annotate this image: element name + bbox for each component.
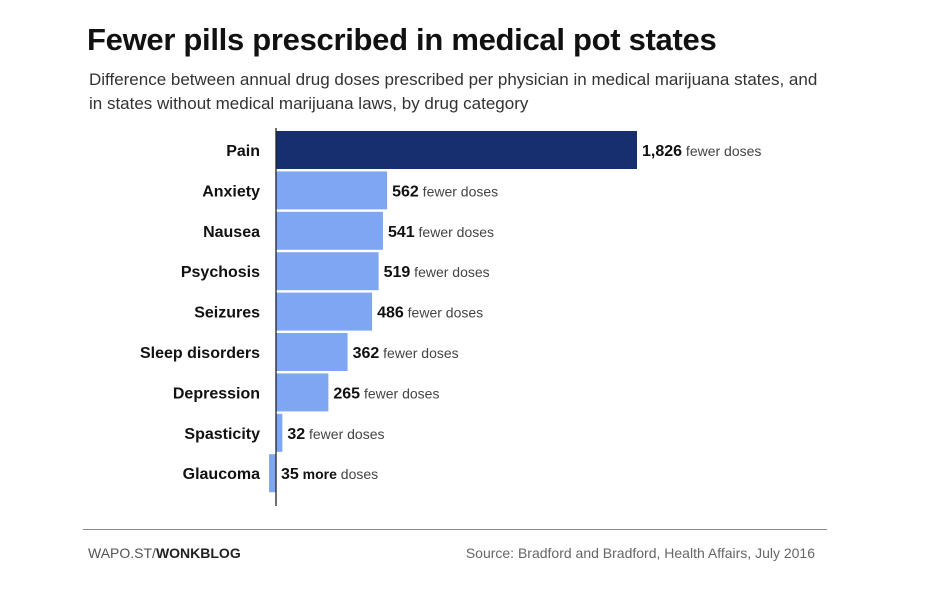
category-label: Pain bbox=[226, 143, 260, 160]
value-number: 32 bbox=[287, 426, 305, 443]
value-suffix: doses bbox=[337, 466, 378, 482]
value-label: 35 more doses bbox=[281, 466, 378, 483]
category-label: Spasticity bbox=[184, 426, 260, 443]
bar-psychosis bbox=[276, 252, 379, 291]
category-label: Nausea bbox=[203, 224, 260, 241]
value-number: 486 bbox=[377, 305, 404, 322]
value-suffix: fewer doses bbox=[682, 143, 761, 159]
category-label: Anxiety bbox=[202, 183, 260, 200]
value-number: 362 bbox=[353, 345, 380, 362]
value-number: 562 bbox=[392, 183, 419, 200]
value-label: 32 fewer doses bbox=[287, 426, 384, 443]
value-number: 1,826 bbox=[642, 143, 682, 160]
value-suffix: fewer doses bbox=[305, 426, 384, 442]
value-suffix: fewer doses bbox=[404, 305, 483, 321]
value-suffix: fewer doses bbox=[415, 224, 494, 240]
value-suffix: fewer doses bbox=[410, 264, 489, 280]
category-label: Seizures bbox=[194, 305, 260, 322]
bar-depression bbox=[276, 373, 329, 412]
value-label: 562 fewer doses bbox=[392, 183, 498, 200]
value-label: 362 fewer doses bbox=[353, 345, 459, 362]
bar-nausea bbox=[276, 211, 383, 250]
bar-spasticity bbox=[276, 413, 283, 452]
category-label: Sleep disorders bbox=[140, 345, 260, 362]
bar-seizures bbox=[276, 292, 373, 331]
chart-subtitle: Difference between annual drug doses pre… bbox=[89, 70, 818, 113]
chart-title: Fewer pills prescribed in medical pot st… bbox=[87, 22, 717, 57]
value-label: 265 fewer doses bbox=[333, 385, 439, 402]
footer-divider bbox=[83, 529, 827, 530]
value-direction: more bbox=[299, 466, 337, 482]
value-label: 519 fewer doses bbox=[384, 264, 490, 281]
value-number: 265 bbox=[333, 385, 360, 402]
value-suffix: fewer doses bbox=[419, 183, 498, 199]
category-label: Depression bbox=[173, 385, 260, 402]
bar-anxiety bbox=[276, 171, 388, 210]
credit: WAPO.ST/WONKBLOG bbox=[88, 545, 241, 561]
bar-glaucoma bbox=[269, 454, 276, 493]
credit-bold: WONKBLOG bbox=[155, 545, 241, 561]
value-label: 1,826 fewer doses bbox=[642, 143, 761, 160]
credit-prefix: WAPO.ST/ bbox=[88, 545, 156, 561]
value-number: 519 bbox=[384, 264, 411, 281]
value-number: 35 bbox=[281, 466, 299, 483]
value-label: 541 fewer doses bbox=[388, 224, 494, 241]
value-suffix: fewer doses bbox=[379, 345, 458, 361]
value-number: 541 bbox=[388, 224, 415, 241]
category-label: Glaucoma bbox=[183, 466, 260, 483]
bar-pain bbox=[276, 131, 637, 169]
bar-sleep-disorders bbox=[276, 333, 348, 371]
value-label: 486 fewer doses bbox=[377, 305, 483, 322]
category-label: Psychosis bbox=[181, 264, 260, 281]
source-note: Source: Bradford and Bradford, Health Af… bbox=[465, 545, 815, 561]
value-suffix: fewer doses bbox=[360, 385, 439, 401]
